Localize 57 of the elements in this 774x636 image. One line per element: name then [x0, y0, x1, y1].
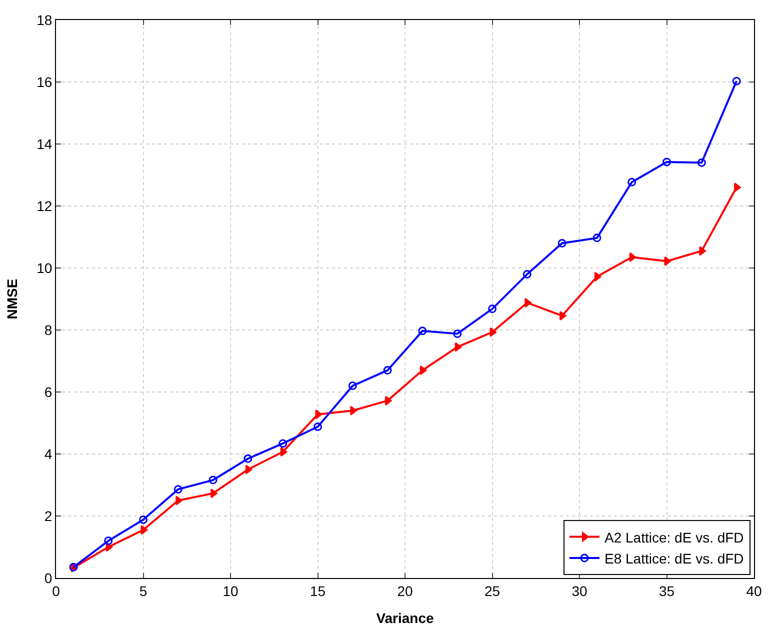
point — [418, 326, 427, 336]
x-axis-title: Variance — [376, 610, 434, 626]
point — [245, 464, 252, 474]
point — [628, 178, 636, 186]
x-tick-label: 35 — [658, 582, 675, 599]
point — [490, 327, 496, 337]
point — [385, 396, 392, 406]
point — [522, 270, 532, 278]
point — [592, 234, 602, 242]
point — [629, 252, 636, 262]
x-tick-label: 25 — [484, 582, 500, 599]
point — [140, 525, 148, 535]
point — [594, 272, 602, 282]
y-tick-label: 8 — [44, 322, 52, 338]
point — [176, 496, 182, 506]
x-tick-label: 40 — [746, 582, 762, 599]
point — [662, 158, 671, 166]
point — [454, 342, 462, 352]
point — [174, 485, 182, 494]
point — [699, 246, 706, 256]
point — [278, 439, 288, 448]
point — [697, 158, 706, 167]
y-tick-label: 4 — [44, 446, 52, 462]
y-tick-label: 14 — [36, 136, 52, 152]
y-tick-label: 18 — [36, 12, 52, 28]
point — [734, 182, 741, 192]
point — [104, 536, 113, 546]
y-tick-label: 10 — [36, 260, 52, 276]
x-tick-label: 20 — [397, 582, 413, 599]
point — [350, 406, 357, 416]
point — [314, 422, 322, 431]
point — [280, 447, 288, 457]
y-tick-label: 16 — [36, 74, 52, 90]
y-axis-title: NMSE — [4, 278, 20, 320]
point — [210, 488, 218, 498]
legend-label: E8 Lattice: dE vs. dFD — [604, 550, 744, 566]
x-tick-label: 30 — [572, 582, 588, 599]
legend-label: A2 Lattice: dE vs. dFD — [604, 529, 744, 546]
y-tick-label: 0 — [44, 570, 52, 586]
y-tick-label: 6 — [44, 384, 52, 400]
point — [453, 329, 462, 338]
point — [244, 454, 252, 463]
x-tick-label: 10 — [222, 582, 238, 599]
point — [664, 256, 671, 266]
x-tick-label: 5 — [139, 582, 148, 599]
point — [208, 476, 218, 484]
point — [732, 76, 741, 86]
point — [139, 515, 148, 524]
point — [348, 382, 357, 390]
point — [383, 366, 392, 375]
y-tick-label: 2 — [44, 508, 52, 524]
point — [420, 366, 427, 376]
point — [558, 238, 566, 248]
x-tick-label: 15 — [310, 582, 326, 599]
y-tick-label: 12 — [36, 198, 52, 214]
point — [488, 304, 496, 314]
point — [315, 410, 322, 420]
